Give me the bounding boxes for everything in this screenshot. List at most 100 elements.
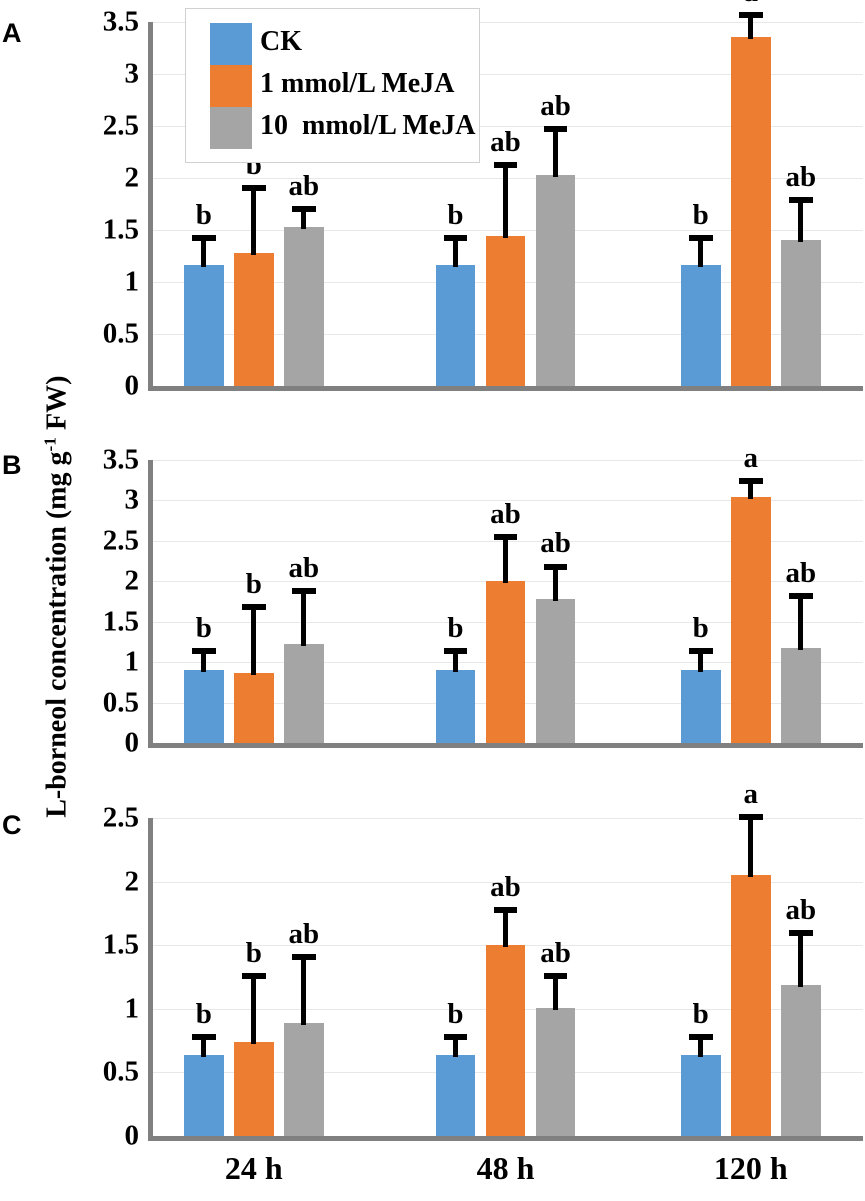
- error-bar-cap: [443, 1034, 468, 1041]
- y-axis-line-b: [148, 460, 153, 743]
- error-bar-cap: [688, 647, 713, 654]
- significance-letter-mmol10-48h-c: ab: [540, 937, 571, 970]
- error-bar-stem: [452, 647, 458, 673]
- color-swatch-gray-icon: [210, 107, 252, 149]
- significance-letter-ck-24h-b: b: [195, 611, 212, 644]
- gridline: [153, 178, 863, 179]
- significance-letter-mmol10-120h-a: ab: [785, 160, 817, 193]
- y-axis-tick-label: 2.5: [102, 109, 139, 142]
- gridline: [153, 74, 863, 75]
- gridline: [153, 881, 863, 883]
- error-bar-cap: [443, 235, 468, 242]
- error-bar-cap: [543, 973, 568, 980]
- x-axis-line-b: [148, 743, 863, 748]
- legend-label-10mmol: 10 mmol/L MeJA: [260, 110, 476, 141]
- error-bar-mmol10-24h-c: [291, 954, 316, 1136]
- bar-mmol10-24h-a: [284, 226, 324, 386]
- error-bar-stem: [798, 593, 804, 650]
- bar-ck-48h-c: [435, 1054, 476, 1136]
- bar-ck-48h-b: [435, 670, 476, 743]
- error-bar-cap: [688, 235, 713, 242]
- gridline: [153, 540, 863, 542]
- error-bar-cap: [191, 1034, 216, 1041]
- error-bar-stem: [301, 587, 307, 647]
- x-axis-line-a: [148, 386, 863, 391]
- bar-ck-48h-a: [435, 265, 476, 386]
- y-axis-tick-label: 2: [124, 564, 140, 597]
- bar-mmol1-48h-c: [485, 945, 526, 1136]
- error-bar-stem: [748, 477, 754, 500]
- gridline: [153, 126, 863, 127]
- significance-letter-mmol10-24h-c: ab: [288, 918, 320, 951]
- error-bar-ck-120h-b: [688, 647, 713, 743]
- error-bar-mmol10-48h-a: [543, 126, 568, 386]
- error-bar-mmol1-120h-b: [738, 477, 763, 743]
- error-bar-stem: [798, 929, 804, 987]
- error-bar-stem: [201, 1034, 207, 1057]
- error-bar-ck-24h-a: [191, 235, 216, 386]
- error-bar-cap: [291, 587, 316, 594]
- error-bar-cap: [738, 11, 763, 18]
- error-bar-stem: [301, 206, 307, 229]
- error-bar-cap: [191, 647, 216, 654]
- y-axis-tick-label: 1: [124, 645, 140, 678]
- legend-item-ck: CK: [210, 23, 302, 65]
- legend-item-1mmol: 1 mmol/L MeJA: [210, 65, 454, 107]
- error-bar-stem: [698, 235, 704, 268]
- significance-letter-mmol1-48h-c: ab: [490, 871, 521, 904]
- y-axis-title: L-borneol concentration (mg g-1 FW): [40, 297, 73, 897]
- y-axis-tick-label: 1.5: [102, 928, 139, 961]
- error-bar-stem: [698, 1034, 704, 1057]
- bar-mmol1-120h-b: [730, 497, 771, 743]
- y-axis-tick-label: 3.5: [102, 443, 139, 476]
- significance-letter-ck-24h-c: b: [195, 998, 212, 1031]
- error-bar-stem: [251, 603, 257, 676]
- y-axis-title-tail: FW): [41, 375, 73, 438]
- y-axis-tick-label: 2.5: [102, 801, 139, 834]
- error-bar-stem: [553, 563, 559, 602]
- plot-area-b: 0 0.5 1 1.5 2 2.5 3 3.5 b b ab b ab ab b a ab: [103, 443, 863, 757]
- error-bar-stem: [553, 126, 559, 177]
- bar-mmol1-24h-a: [233, 252, 274, 386]
- significance-letter-ck-120h-a: b: [692, 199, 709, 232]
- y-axis-line-a: [148, 22, 153, 386]
- y-axis-tick-label: 0: [124, 726, 140, 759]
- error-bar-cap: [241, 185, 266, 192]
- plot-area-c: 0 0.5 1 1.5 2 2.5 b b ab b ab ab b a ab: [103, 780, 863, 1150]
- error-bar-ck-120h-a: [688, 235, 713, 386]
- significance-letter-ck-120h-b: b: [692, 611, 709, 644]
- error-bar-ck-24h-b: [191, 647, 216, 743]
- chart-panel-c: 0 0.5 1 1.5 2 2.5 b b ab b ab ab b a ab: [103, 780, 863, 1150]
- error-bar-ck-48h-c: [443, 1034, 468, 1136]
- error-bar-mmol1-48h-b: [493, 534, 518, 743]
- bar-ck-120h-b: [680, 670, 721, 743]
- y-axis-tick-label: 0.5: [102, 686, 139, 719]
- error-bar-stem: [251, 973, 257, 1044]
- bar-mmol1-120h-a: [730, 36, 771, 386]
- y-axis-tick-label: 2.5: [102, 524, 139, 557]
- x-axis-tick-24h: 24 h: [224, 1150, 283, 1186]
- y-axis-tick-label: 0.5: [102, 317, 139, 350]
- significance-letter-mmol1-48h-a: ab: [490, 126, 521, 159]
- color-swatch-orange-icon: [210, 65, 252, 107]
- error-bar-stem: [452, 235, 458, 268]
- y-axis-tick-label: 2: [124, 161, 140, 194]
- error-bar-cap: [543, 563, 568, 570]
- y-axis-tick-label: 0: [124, 369, 140, 402]
- error-bar-cap: [493, 162, 518, 169]
- bar-mmol10-48h-c: [535, 1007, 576, 1136]
- significance-letter-mmol10-24h-a: ab: [288, 170, 320, 203]
- color-swatch-blue-icon: [210, 23, 252, 65]
- bar-mmol1-24h-b: [233, 673, 274, 743]
- error-bar-cap: [191, 235, 216, 242]
- y-axis-tick-label: 3.5: [102, 5, 139, 38]
- y-axis-tick-label: 1.5: [102, 213, 139, 246]
- error-bar-mmol10-48h-b: [543, 563, 568, 744]
- error-bar-cap: [291, 206, 316, 213]
- error-bar-mmol10-24h-b: [291, 587, 316, 743]
- error-bar-mmol10-24h-a: [291, 206, 316, 386]
- error-bar-cap: [241, 603, 266, 610]
- error-bar-ck-120h-c: [688, 1034, 713, 1136]
